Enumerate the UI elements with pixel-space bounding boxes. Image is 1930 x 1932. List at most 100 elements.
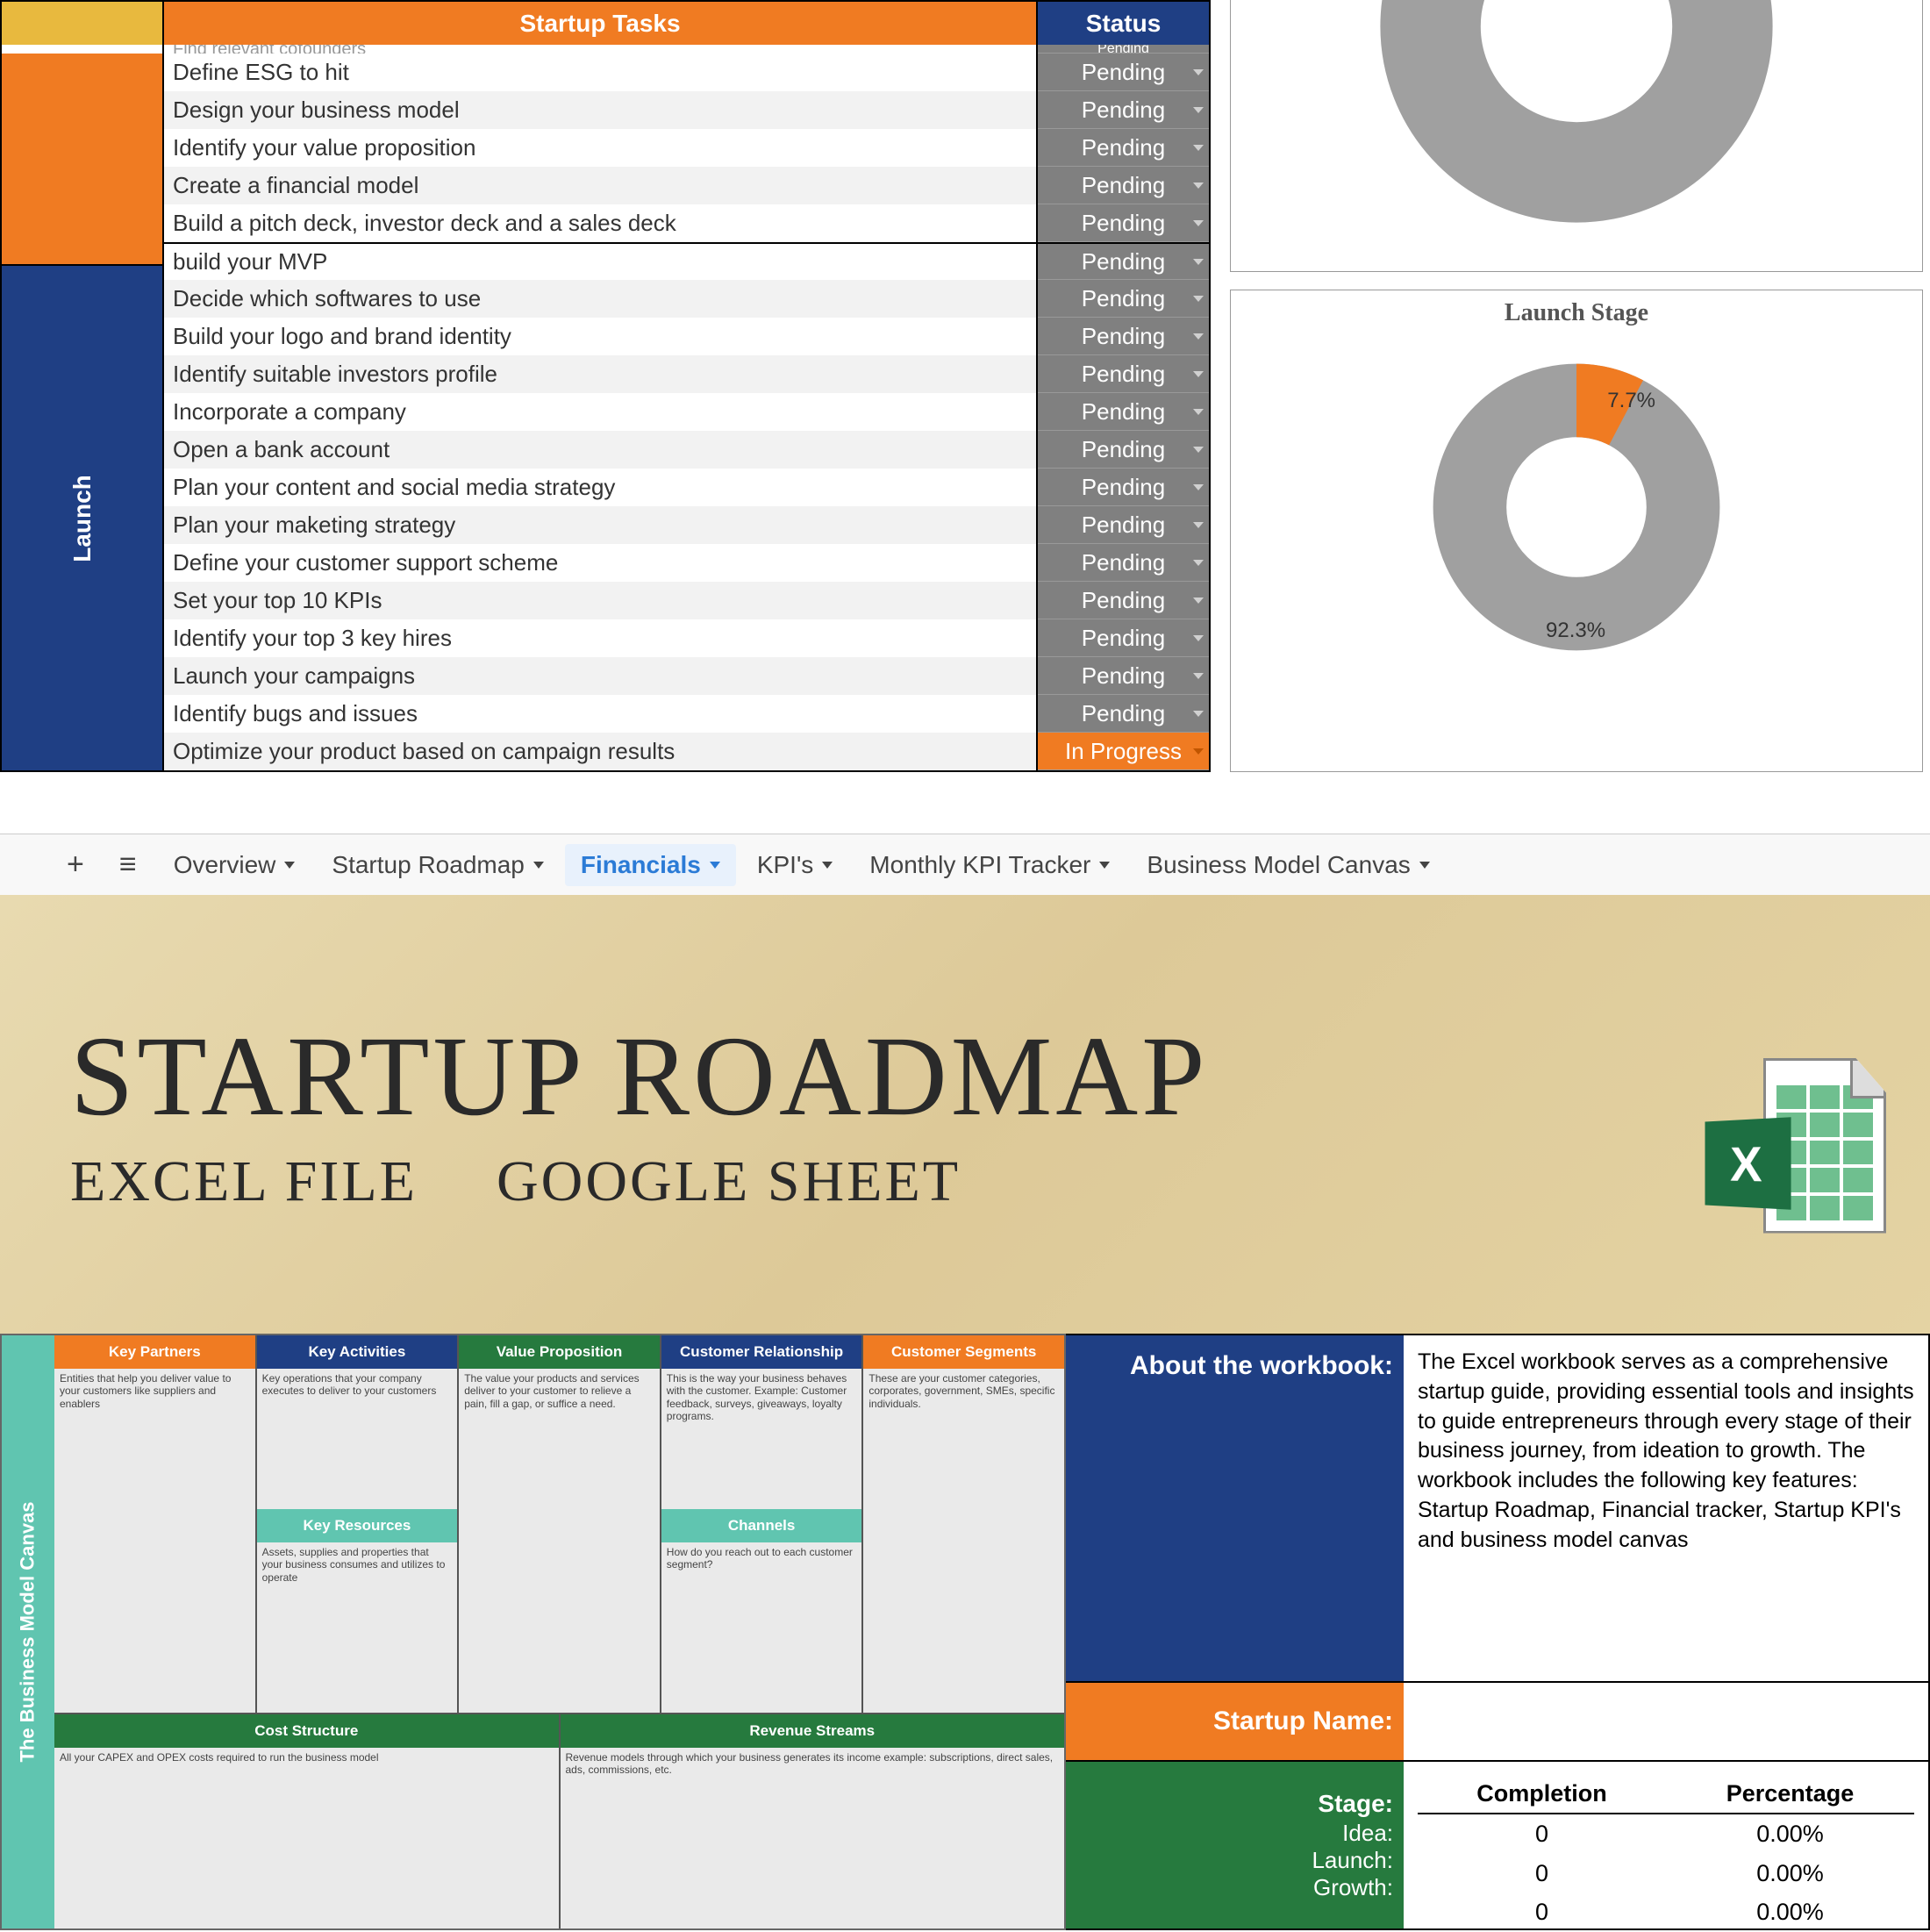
status-dropdown[interactable]: Pending <box>1038 129 1209 167</box>
status-dropdown[interactable]: Pending <box>1038 469 1209 506</box>
task-row: Create a financial model <box>164 167 1036 204</box>
task-row: Identify suitable investors profile <box>164 355 1036 393</box>
bmc-column: Customer SegmentsThese are your customer… <box>863 1335 1064 1713</box>
stage-launch-label: Launch <box>68 475 96 562</box>
bmc-header: Value Proposition <box>459 1335 660 1369</box>
chevron-down-icon[interactable] <box>1419 862 1430 869</box>
status-dropdown[interactable]: Pending <box>1038 91 1209 129</box>
stage-heading: Stage: <box>1318 1790 1393 1818</box>
roadmap-header-row: Startup Tasks Status <box>2 2 1209 45</box>
stage-data-row: 00.00% <box>1418 1854 1914 1893</box>
all-sheets-button[interactable]: ≡ <box>105 848 151 882</box>
about-text: The Excel workbook serves as a comprehen… <box>1404 1335 1928 1681</box>
chevron-down-icon[interactable] <box>822 862 833 869</box>
bmc-header: Customer Segments <box>863 1335 1064 1369</box>
add-sheet-button[interactable]: + <box>53 848 98 882</box>
status-dropdown[interactable]: Pending <box>1038 355 1209 393</box>
tasks-column: Find relevant cofoundersDefine ESG to hi… <box>164 45 1038 770</box>
task-row: Set your top 10 KPIs <box>164 582 1036 619</box>
bmc-side-label: The Business Model Canvas <box>2 1335 54 1928</box>
stage-data-row: 00.00% <box>1418 1893 1914 1931</box>
status-dropdown[interactable]: Pending <box>1038 54 1209 91</box>
bmc-header: Customer Relationship <box>661 1335 862 1369</box>
stage-table: Completion Percentage 00.00%00.00%00.00% <box>1404 1762 1928 1928</box>
bmc-header: Key Activities <box>257 1335 458 1369</box>
task-row: Launch your campaigns <box>164 657 1036 695</box>
task-row: Define ESG to hit <box>164 54 1036 91</box>
chevron-down-icon[interactable] <box>284 862 295 869</box>
sheet-tab[interactable]: KPI's <box>741 844 848 886</box>
header-status: Status <box>1038 2 1209 45</box>
status-dropdown[interactable]: In Progress <box>1038 733 1209 770</box>
banner-title: STARTUP ROADMAP <box>70 1014 1860 1140</box>
chart-top-partial <box>1230 0 1923 272</box>
status-dropdown[interactable]: Pending <box>1038 280 1209 318</box>
status-dropdown[interactable]: Pending <box>1038 242 1209 280</box>
about-label: About the workbook: <box>1066 1335 1404 1681</box>
about-panel: About the workbook: The Excel workbook s… <box>1066 1334 1930 1930</box>
task-row: Optimize your product based on campaign … <box>164 733 1036 770</box>
stage-label-block: Stage: Idea:Launch:Growth: <box>1066 1762 1404 1928</box>
pct-rem-label: 92.3% <box>1546 619 1605 643</box>
chevron-down-icon[interactable] <box>710 862 720 869</box>
banner-subtitle: EXCEL FILE GOOGLE SHEET <box>70 1148 1860 1215</box>
roadmap-section: Startup Tasks Status Launch Find relevan… <box>0 0 1930 834</box>
task-row: Plan your content and social media strat… <box>164 469 1036 506</box>
task-row: Identify your value proposition <box>164 129 1036 167</box>
sheet-tab[interactable]: Financials <box>565 844 736 886</box>
bottom-section: The Business Model Canvas Key PartnersEn… <box>0 1334 1930 1930</box>
status-dropdown[interactable]: Pending <box>1038 431 1209 469</box>
status-dropdown[interactable]: Pending <box>1038 544 1209 582</box>
chevron-down-icon[interactable] <box>1099 862 1110 869</box>
status-dropdown[interactable]: Pending <box>1038 393 1209 431</box>
task-row: Plan your maketing strategy <box>164 506 1036 544</box>
bmc-column: Key ActivitiesKey operations that your c… <box>257 1335 460 1713</box>
stage-idea-block <box>2 45 162 266</box>
donut-partial <box>1348 0 1805 254</box>
banner-sub2: GOOGLE SHEET <box>497 1149 961 1213</box>
stage-row: Stage: Idea:Launch:Growth: Completion Pe… <box>1066 1762 1928 1928</box>
bmc-column: Key PartnersEntities that help you deliv… <box>54 1335 257 1713</box>
startup-name-label: Startup Name: <box>1066 1683 1404 1760</box>
bmc-header: Key Partners <box>54 1335 255 1369</box>
startup-name-value[interactable] <box>1404 1683 1928 1760</box>
status-dropdown[interactable]: Pending <box>1038 619 1209 657</box>
bmc-panel: The Business Model Canvas Key PartnersEn… <box>0 1334 1066 1930</box>
excel-icon: X <box>1711 1058 1886 1269</box>
task-row: Define your customer support scheme <box>164 544 1036 582</box>
launch-chart-box: Launch Stage 7.7% 92.3% <box>1230 290 1923 772</box>
chevron-down-icon[interactable] <box>533 862 544 869</box>
status-dropdown[interactable]: Pending <box>1038 167 1209 204</box>
task-row: Identify bugs and issues <box>164 695 1036 733</box>
col-completion: Completion <box>1418 1774 1666 1813</box>
task-row: build your MVP <box>164 242 1036 280</box>
status-dropdown[interactable]: Pending <box>1038 657 1209 695</box>
launch-chart-title: Launch Stage <box>1505 299 1648 327</box>
stage-launch-block: Launch <box>2 266 162 770</box>
roadmap-table: Startup Tasks Status Launch Find relevan… <box>0 0 1211 772</box>
task-row: Design your business model <box>164 91 1036 129</box>
status-dropdown[interactable]: Pending <box>1038 318 1209 355</box>
status-dropdown[interactable]: Pending <box>1038 695 1209 733</box>
task-row: Build your logo and brand identity <box>164 318 1036 355</box>
bmc-column: Customer RelationshipThis is the way you… <box>661 1335 864 1713</box>
startup-name-row: Startup Name: <box>1066 1683 1928 1762</box>
title-banner: STARTUP ROADMAP EXCEL FILE GOOGLE SHEET X <box>0 895 1930 1334</box>
task-row: Decide which softwares to use <box>164 280 1036 318</box>
sheet-tab[interactable]: Startup Roadmap <box>316 844 559 886</box>
stage-data-row: 00.00% <box>1418 1814 1914 1853</box>
status-dropdown[interactable]: Pending <box>1038 582 1209 619</box>
header-stage-cell <box>2 2 164 45</box>
banner-sub1: EXCEL FILE <box>70 1149 418 1213</box>
status-dropdown[interactable]: Pending <box>1038 506 1209 544</box>
header-tasks: Startup Tasks <box>164 2 1038 45</box>
stage-column: Launch <box>2 45 164 770</box>
sheet-tab[interactable]: Overview <box>158 844 311 886</box>
task-row: Open a bank account <box>164 431 1036 469</box>
task-row: Incorporate a company <box>164 393 1036 431</box>
status-column: PendingPendingPendingPendingPendingPendi… <box>1038 45 1209 770</box>
sheet-tab[interactable]: Business Model Canvas <box>1131 844 1445 886</box>
sheet-tab[interactable]: Monthly KPI Tracker <box>854 844 1126 886</box>
col-percentage: Percentage <box>1666 1774 1914 1813</box>
status-dropdown[interactable]: Pending <box>1038 204 1209 242</box>
